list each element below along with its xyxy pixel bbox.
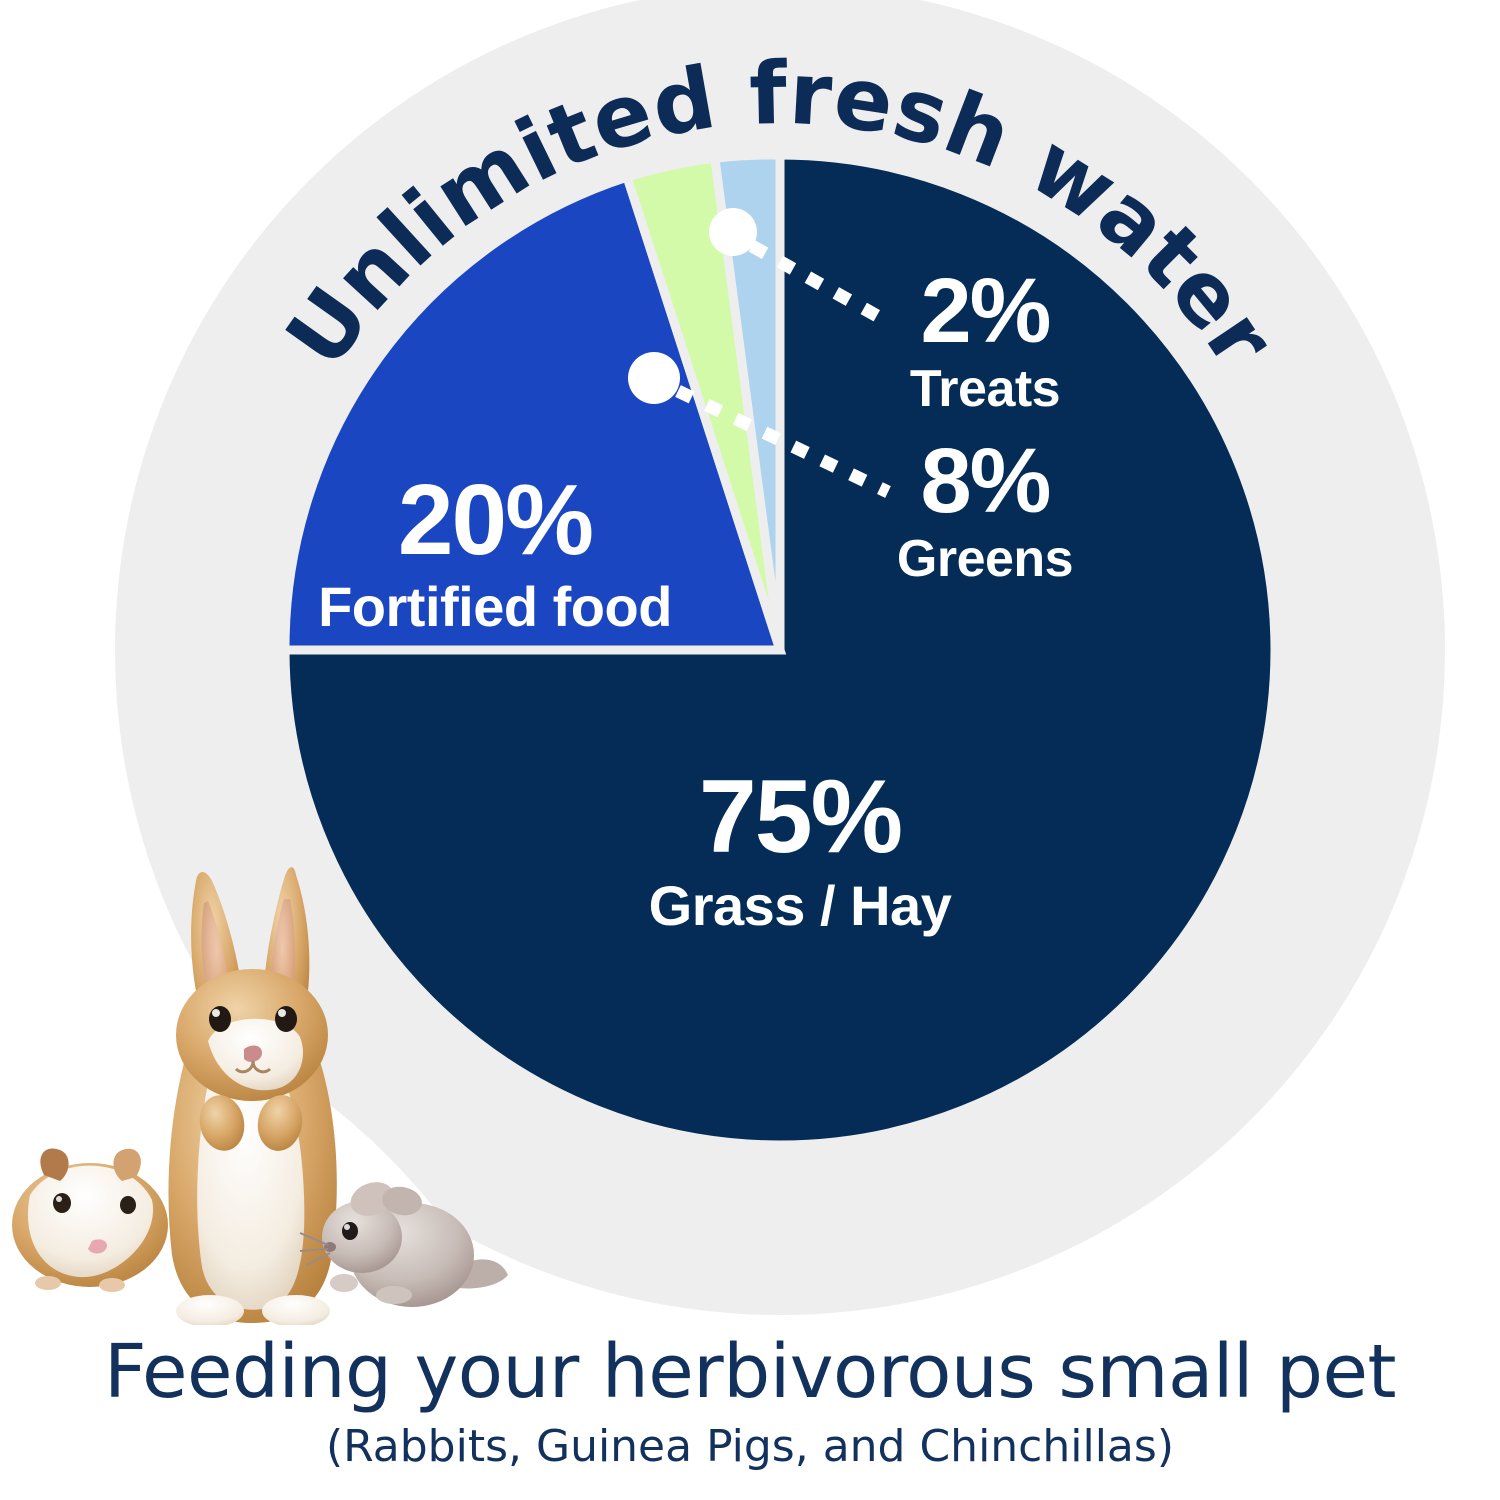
animals-photo-group [0,867,520,1325]
leader-line-greens [628,352,891,498]
caption-block: Feeding your herbivorous small pet (Rabb… [0,1330,1500,1474]
leader-dot-treats [709,208,757,256]
rabbit-illustration [168,867,337,1325]
chinchilla-illustration [299,1182,508,1307]
caption-headline: Feeding your herbivorous small pet [103,1329,1397,1415]
pie-slice-treats[interactable] [709,150,785,651]
pie-slice-fortified-food[interactable] [280,171,787,655]
leader-line-treats [709,208,892,328]
leader-dot-greens [628,352,680,404]
guinea-pig-illustration [12,1148,168,1292]
caption-subline: (Rabbits, Guinea Pigs, and Chinchillas) [326,1421,1174,1472]
